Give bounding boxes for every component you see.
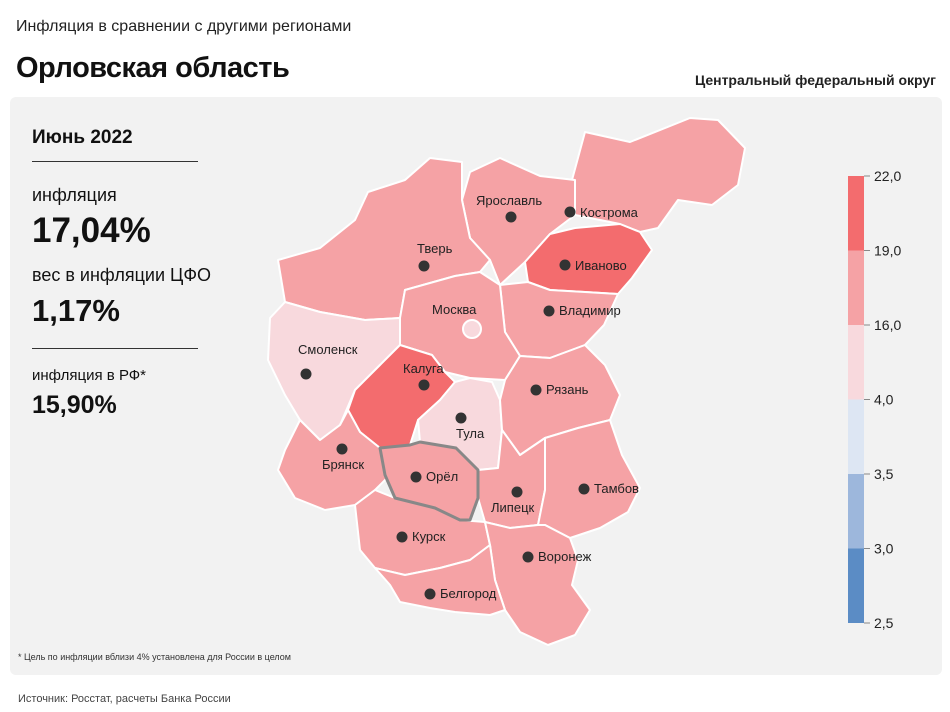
city-lipetsk: Липецк (491, 486, 535, 515)
city-kursk: Курск (396, 529, 446, 544)
city-label: Калуга (403, 361, 444, 376)
city-label: Тула (456, 426, 485, 441)
legend-band (848, 325, 864, 400)
city-kostroma: Кострома (564, 205, 639, 220)
period-label: Июнь 2022 (32, 127, 133, 148)
city-moscow: Москва (432, 302, 482, 339)
footnote: * Цель по инфляции вблизи 4% установлена… (18, 652, 291, 662)
weight-value: 1,17% (32, 293, 120, 328)
city-orel: Орёл (410, 469, 458, 484)
weight-label: вес в инфляции ЦФО (32, 265, 212, 285)
city-ryazan: Рязань (530, 382, 589, 397)
rf-inflation-label: инфляция в РФ* (32, 367, 147, 384)
divider (32, 348, 198, 349)
city-yaroslavl: Ярославль (476, 193, 542, 223)
legend-tick-label: 22,0 (874, 168, 901, 184)
city-label: Кострома (580, 205, 639, 220)
city-label: Тамбов (594, 481, 639, 496)
legend-tick-label: 19,0 (874, 243, 901, 259)
region-voronezh[interactable] (484, 521, 591, 646)
city-label: Рязань (546, 382, 589, 397)
legend-band (848, 250, 864, 325)
legend-band (848, 474, 864, 549)
city-kaluga: Калуга (403, 361, 444, 391)
region-vladimir[interactable] (499, 281, 619, 359)
city-label: Смоленск (298, 342, 358, 357)
rf-inflation-value: 15,90% (32, 391, 117, 419)
legend-tick-label: 2,5 (874, 615, 894, 631)
region-title: Орловская область (16, 52, 290, 84)
city-bryansk: Брянск (322, 443, 364, 472)
city-label: Липецк (491, 500, 535, 515)
district-label: Центральный федеральный округ (694, 72, 936, 88)
city-smolensk: Смоленск (298, 342, 358, 380)
city-label: Владимир (559, 303, 621, 318)
city-label: Белгород (440, 586, 497, 601)
city-label: Орёл (426, 469, 458, 484)
city-label: Курск (412, 529, 446, 544)
city-label: Тверь (417, 241, 453, 256)
legend-tick-label: 3,5 (874, 466, 894, 482)
city-tver: Тверь (417, 241, 453, 272)
chart-title: Инфляция в сравнении с другими регионами (16, 18, 352, 35)
city-tula: Тула (455, 412, 485, 441)
inflation-value: 17,04% (32, 211, 151, 250)
region-orel[interactable] (378, 440, 480, 522)
city-vladimir: Владимир (543, 303, 621, 318)
city-label: Воронеж (538, 549, 592, 564)
inflation-label: инфляция (32, 185, 117, 205)
source-note: Источник: Росстат, расчеты Банка России (18, 693, 231, 705)
city-belgorod: Белгород (424, 586, 497, 601)
city-markers: Ярославль Кострома Тверь Иваново Москва … (298, 193, 639, 601)
color-legend: 22,0 19,0 16,0 4,0 3,5 3,0 2,5 (848, 168, 901, 631)
legend-tick-label: 4,0 (874, 392, 894, 408)
city-label: Ярославль (476, 193, 542, 208)
legend-band (848, 548, 864, 623)
legend-band (848, 176, 864, 251)
region-tambov[interactable] (537, 419, 641, 539)
city-tambov: Тамбов (578, 481, 639, 496)
region-belgorod[interactable] (374, 544, 506, 616)
city-ivanovo: Иваново (559, 258, 627, 273)
city-label: Москва (432, 302, 477, 317)
city-label: Иваново (575, 258, 627, 273)
city-voronezh: Воронеж (522, 549, 592, 564)
city-label: Брянск (322, 457, 364, 472)
region-bryansk[interactable] (277, 409, 396, 511)
legend-tick-label: 16,0 (874, 317, 901, 333)
legend-band (848, 399, 864, 474)
divider (32, 161, 198, 162)
legend-tick-label: 3,0 (874, 541, 894, 557)
